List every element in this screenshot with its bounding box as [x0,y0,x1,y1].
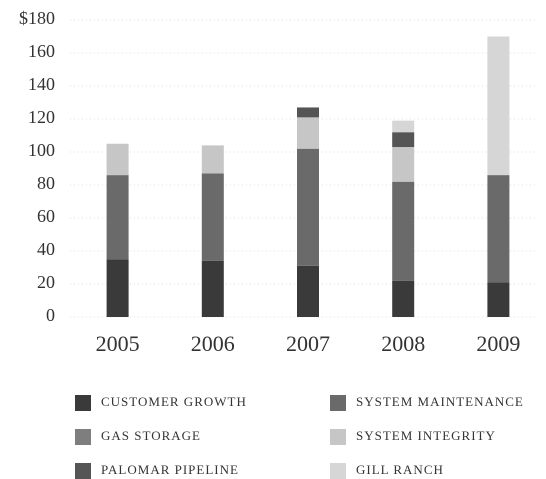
bar-segment [392,147,415,182]
y-tick-label: 60 [37,206,55,226]
x-tick-label: 2007 [286,331,330,356]
legend-swatch [330,429,346,445]
legend-label: PALOMAR PIPELINE [101,462,239,477]
y-tick-label: 140 [28,74,55,94]
bar-segment [106,143,129,176]
bar-segment [297,148,319,266]
bar-segment [106,175,129,260]
legend-label: GAS STORAGE [101,428,201,443]
legend-label: CUSTOMER GROWTH [101,394,247,409]
bar-segment [297,117,319,149]
bar-segment [297,265,319,317]
y-tick-label: 40 [37,239,55,259]
bar-segment [201,145,224,174]
bar-segment [392,120,415,133]
legend-swatch [75,429,91,445]
legend-label: SYSTEM INTEGRITY [356,428,496,443]
bar-segment [201,260,224,317]
bar-segment [106,259,129,317]
x-tick-label: 2006 [191,331,235,356]
y-tick-label: 20 [37,272,55,292]
x-tick-label: 2008 [381,331,425,356]
bar-segment [392,181,415,281]
y-tick-label: 120 [28,107,55,127]
bar-segment [392,132,415,148]
legend-swatch [330,395,346,411]
y-tick-label: 160 [28,41,55,61]
legend-swatch [75,463,91,479]
bar-segment [392,280,415,317]
x-tick-label: 2005 [96,331,140,356]
legend-label: GILL RANCH [356,462,444,477]
bar-segment [487,175,510,283]
y-tick-label: $180 [19,8,55,28]
y-tick-label: 80 [37,173,55,193]
y-tick-label: 100 [28,140,55,160]
bar-segment [487,282,510,317]
x-tick-label: 2009 [476,331,520,356]
legend-swatch [75,395,91,411]
y-tick-label: 0 [46,305,55,325]
bar-segment [297,107,319,118]
legend-swatch [330,463,346,479]
legend-label: SYSTEM MAINTENANCE [356,394,524,409]
bar-segment [487,36,510,176]
bar-segment [201,173,224,261]
